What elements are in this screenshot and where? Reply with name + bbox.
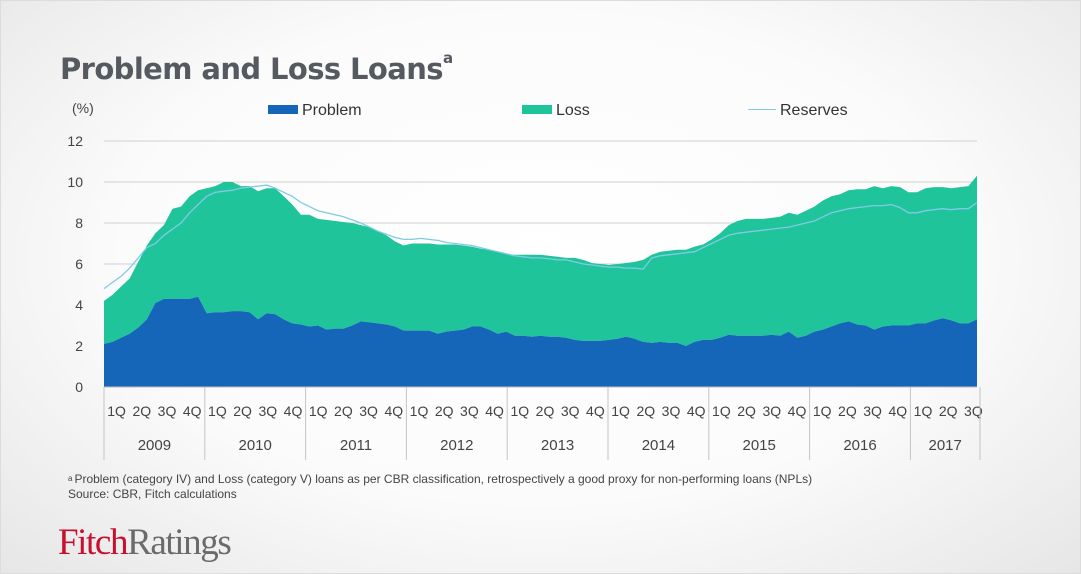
legend-problem: Problem xyxy=(268,102,362,120)
y-axis-unit-label: (%) xyxy=(72,100,94,116)
x-quarter-label: 4Q xyxy=(788,403,807,419)
x-year-label: 2016 xyxy=(843,437,876,454)
x-quarter-label: 2Q xyxy=(737,403,756,419)
legend-reserves-label: Reserves xyxy=(780,102,848,119)
x-year-label: 2013 xyxy=(541,437,574,454)
x-quarter-label: 1Q xyxy=(107,403,126,419)
x-quarter-label: 1Q xyxy=(309,403,328,419)
legend-loss-label: Loss xyxy=(556,102,590,119)
footnote-marker: a xyxy=(68,474,73,483)
x-quarter-label: 1Q xyxy=(914,403,933,419)
x-quarter-label: 4Q xyxy=(485,403,504,419)
y-tick-label: 2 xyxy=(75,338,83,354)
x-quarter-label: 3Q xyxy=(964,403,983,419)
x-quarter-label: 2Q xyxy=(536,403,555,419)
source-note: Source: CBR, Fitch calculations xyxy=(68,487,237,501)
x-quarter-label: 2Q xyxy=(233,403,252,419)
y-tick-label: 12 xyxy=(67,133,83,149)
legend-loss-swatch xyxy=(522,105,552,115)
legend-problem-label: Problem xyxy=(302,102,362,119)
x-year-label: 2009 xyxy=(138,437,171,454)
chart-title: Problem and Loss Loansa xyxy=(60,49,453,86)
problem-area xyxy=(104,296,977,387)
x-quarter-label: 3Q xyxy=(158,403,177,419)
y-tick-label: 4 xyxy=(75,297,83,313)
x-quarter-label: 3Q xyxy=(863,403,882,419)
x-quarter-label: 3Q xyxy=(662,403,681,419)
x-quarter-label: 3Q xyxy=(460,403,479,419)
x-quarter-label: 1Q xyxy=(712,403,731,419)
x-quarter-label: 4Q xyxy=(384,403,403,419)
x-quarter-label: 2Q xyxy=(334,403,353,419)
footnote: a Problem (category IV) and Loss (categor… xyxy=(68,472,812,502)
x-quarter-label: 2Q xyxy=(939,403,958,419)
x-quarter-label: 3Q xyxy=(359,403,378,419)
legend-reserves: Reserves xyxy=(748,102,848,120)
x-quarter-label: 1Q xyxy=(208,403,227,419)
x-quarter-label: 4Q xyxy=(586,403,605,419)
x-quarter-label: 1Q xyxy=(410,403,429,419)
x-quarter-label: 2Q xyxy=(435,403,454,419)
x-quarter-label: 4Q xyxy=(284,403,303,419)
footnote-text: Problem (category IV) and Loss (category… xyxy=(74,472,813,486)
x-year-label: 2017 xyxy=(929,437,962,454)
x-quarter-label: 4Q xyxy=(888,403,907,419)
reserves-line xyxy=(103,184,978,290)
x-year-label: 2014 xyxy=(642,437,675,454)
x-quarter-label: 1Q xyxy=(611,403,630,419)
x-year-label: 2015 xyxy=(743,437,776,454)
title-footnote-marker: a xyxy=(442,49,453,67)
y-tick-label: 0 xyxy=(75,379,83,395)
x-quarter-label: 1Q xyxy=(510,403,529,419)
legend-reserves-swatch xyxy=(748,109,776,111)
footnote-line: a Problem (category IV) and Loss (categor… xyxy=(68,472,812,487)
x-quarter-label: 1Q xyxy=(813,403,832,419)
loss-area xyxy=(104,175,977,346)
y-tick-label: 8 xyxy=(75,215,83,231)
x-year-label: 2011 xyxy=(340,437,372,454)
x-year-label: 2012 xyxy=(440,437,473,454)
x-quarter-label: 4Q xyxy=(183,403,202,419)
x-quarter-label: 3Q xyxy=(561,403,580,419)
x-quarter-label: 2Q xyxy=(838,403,857,419)
y-tick-label: 6 xyxy=(75,256,83,272)
x-quarter-label: 3Q xyxy=(258,403,277,419)
y-tick-label: 10 xyxy=(67,174,83,190)
x-quarter-label: 2Q xyxy=(636,403,655,419)
x-quarter-label: 4Q xyxy=(687,403,706,419)
legend-problem-swatch xyxy=(268,105,298,115)
x-quarter-label: 2Q xyxy=(132,403,151,419)
fitch-ratings-logo: FitchRatings xyxy=(58,522,232,563)
x-year-label: 2010 xyxy=(239,437,272,454)
legend-loss: Loss xyxy=(522,102,590,120)
x-quarter-label: 3Q xyxy=(762,403,781,419)
